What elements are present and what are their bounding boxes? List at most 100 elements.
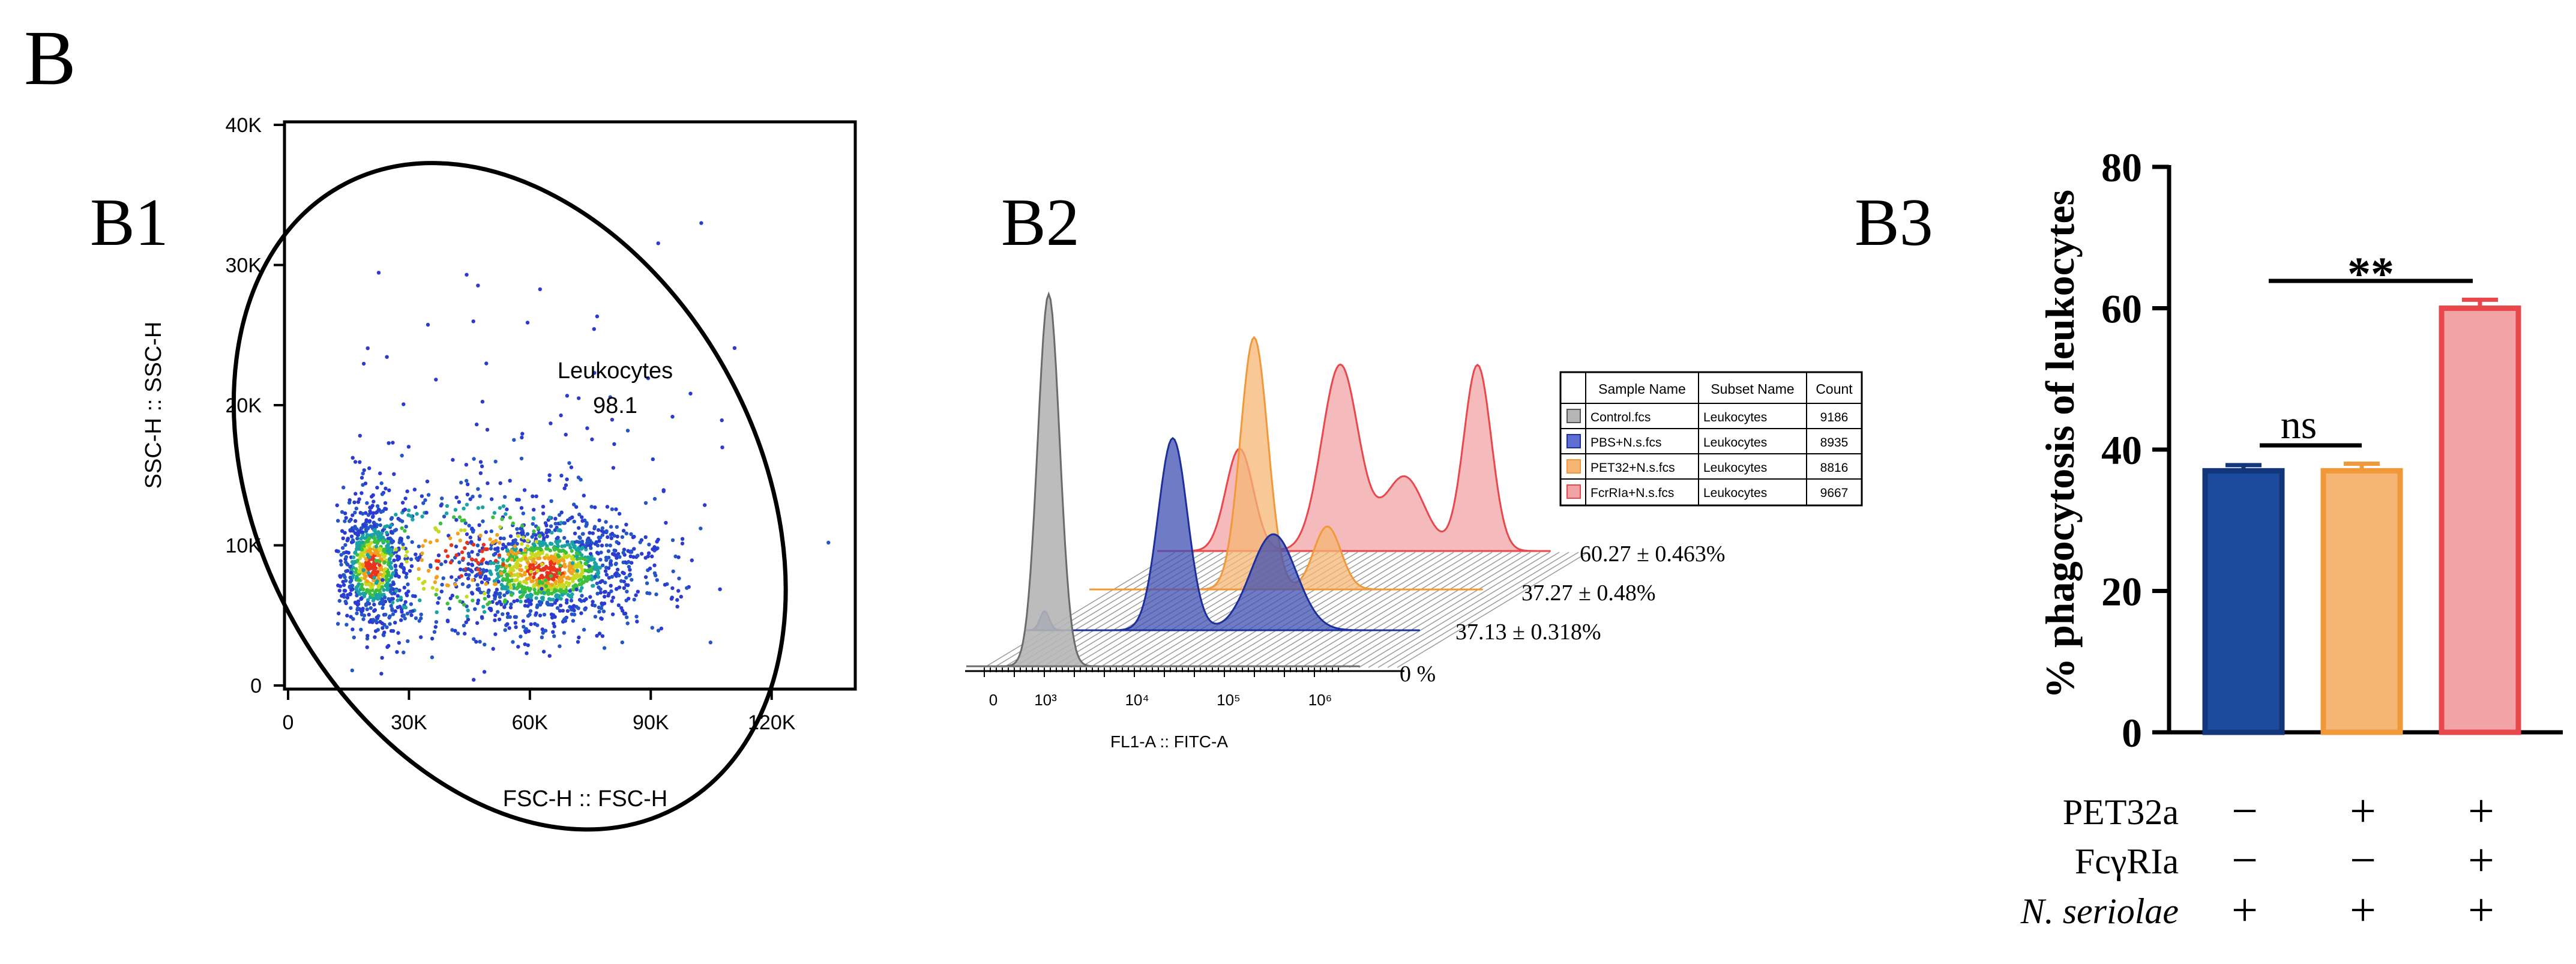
b1-event-dot bbox=[394, 528, 399, 532]
b1-event-dot bbox=[401, 542, 405, 546]
b2-x-tick-label: 10⁶ bbox=[1308, 691, 1332, 709]
b1-event-dot bbox=[598, 535, 603, 540]
b1-event-dot bbox=[417, 555, 422, 559]
b1-event-dot bbox=[392, 558, 396, 562]
b1-event-dot bbox=[580, 540, 585, 544]
b1-event-dot bbox=[390, 516, 394, 520]
b1-event-dot bbox=[562, 544, 567, 548]
b1-event-dot bbox=[525, 321, 530, 325]
b1-event-dot bbox=[502, 593, 507, 597]
b1-event-dot bbox=[615, 540, 619, 544]
b1-event-dot bbox=[586, 559, 590, 564]
b1-event-dot bbox=[435, 538, 439, 543]
b1-event-dot bbox=[594, 540, 598, 544]
b1-event-dot bbox=[379, 531, 384, 535]
b1-event-dot bbox=[576, 475, 581, 480]
b1-event-dot bbox=[549, 421, 553, 426]
b1-event-dot bbox=[420, 514, 424, 519]
b1-event-dot bbox=[508, 516, 513, 520]
b1-event-dot bbox=[400, 526, 404, 531]
b1-event-dot bbox=[366, 563, 371, 568]
b1-event-dot bbox=[552, 634, 556, 639]
b1-event-dot bbox=[503, 598, 507, 603]
b1-event-dot bbox=[609, 536, 613, 540]
b1-event-dot bbox=[567, 564, 571, 568]
b1-event-dot bbox=[585, 426, 589, 430]
b1-event-dot bbox=[454, 518, 459, 522]
b1-event-dot bbox=[336, 519, 340, 523]
b1-event-dot bbox=[570, 605, 574, 609]
b1-event-dot bbox=[361, 591, 366, 595]
b1-event-dot bbox=[524, 627, 528, 631]
b1-y-tick-label: 40K bbox=[226, 114, 262, 137]
b1-event-dot bbox=[482, 670, 487, 674]
b1-event-dot bbox=[538, 613, 543, 618]
b1-event-dot bbox=[376, 271, 381, 275]
b1-event-dot bbox=[679, 594, 684, 599]
b1-event-dot bbox=[457, 515, 462, 519]
b1-event-dot bbox=[383, 525, 387, 529]
b1-event-dot bbox=[656, 537, 660, 542]
b1-event-dot bbox=[474, 558, 478, 562]
b1-event-dot bbox=[612, 552, 616, 556]
b1-event-dot bbox=[393, 564, 397, 568]
b1-event-dot bbox=[582, 574, 586, 579]
b1-event-dot bbox=[579, 574, 583, 579]
b1-event-dot bbox=[606, 535, 610, 539]
b1-event-dot bbox=[559, 510, 564, 514]
b1-event-dot bbox=[577, 396, 581, 400]
b1-event-dot bbox=[453, 582, 457, 587]
b1-event-dot bbox=[608, 543, 612, 547]
b1-event-dot bbox=[419, 635, 423, 639]
b1-event-dot bbox=[610, 612, 615, 616]
b1-event-dot bbox=[535, 623, 540, 627]
b1-event-dot bbox=[595, 314, 600, 319]
b1-event-dot bbox=[404, 575, 408, 579]
b1-event-dot bbox=[552, 621, 556, 626]
b1-event-dot bbox=[434, 592, 438, 597]
b1-event-dot bbox=[564, 550, 568, 555]
b1-event-dot bbox=[345, 595, 350, 600]
b1-event-dot bbox=[358, 433, 362, 438]
b1-event-dot bbox=[562, 555, 567, 559]
b1-event-dot bbox=[561, 589, 565, 594]
b1-event-dot bbox=[564, 588, 568, 592]
b2-legend-sample: PET32+N.s.fcs bbox=[1590, 461, 1675, 475]
b2-legend-swatch bbox=[1566, 484, 1581, 499]
b1-event-dot bbox=[489, 529, 493, 534]
b1-event-dot bbox=[401, 546, 405, 550]
b1-event-dot bbox=[476, 552, 480, 557]
b1-event-dot bbox=[567, 553, 571, 558]
b1-event-dot bbox=[423, 538, 427, 543]
b2-hatch-line bbox=[1349, 552, 1541, 668]
b1-event-dot bbox=[394, 547, 398, 552]
b1-event-dot bbox=[442, 514, 447, 519]
b1-event-dot bbox=[523, 556, 528, 561]
b1-event-dot bbox=[437, 596, 441, 600]
b1-event-dot bbox=[415, 556, 419, 561]
b1-event-dot bbox=[483, 577, 487, 581]
b1-event-dot bbox=[492, 511, 497, 515]
b1-event-dot bbox=[625, 429, 630, 433]
b1-event-dot bbox=[583, 578, 588, 583]
b1-event-dot bbox=[592, 327, 596, 331]
b1-event-dot bbox=[349, 534, 354, 538]
b1-event-dot bbox=[486, 590, 490, 595]
b1-event-dot bbox=[349, 570, 353, 575]
b1-event-dot bbox=[549, 499, 553, 503]
b1-event-dot bbox=[588, 531, 592, 535]
b1-event-dot bbox=[468, 497, 472, 501]
b1-event-dot bbox=[417, 544, 421, 549]
b1-event-dot bbox=[397, 604, 402, 609]
b1-event-dot bbox=[663, 583, 667, 587]
b1-event-dot bbox=[632, 547, 636, 551]
b1-event-dot bbox=[585, 541, 589, 546]
b1-event-dot bbox=[334, 549, 339, 553]
b1-event-dot bbox=[617, 511, 622, 516]
b1-event-dot bbox=[492, 540, 496, 544]
b1-event-dot bbox=[580, 594, 584, 598]
b1-event-dot bbox=[356, 599, 361, 603]
b1-event-dot bbox=[604, 573, 609, 577]
b1-event-dot bbox=[387, 488, 391, 492]
b1-event-dot bbox=[382, 588, 386, 592]
